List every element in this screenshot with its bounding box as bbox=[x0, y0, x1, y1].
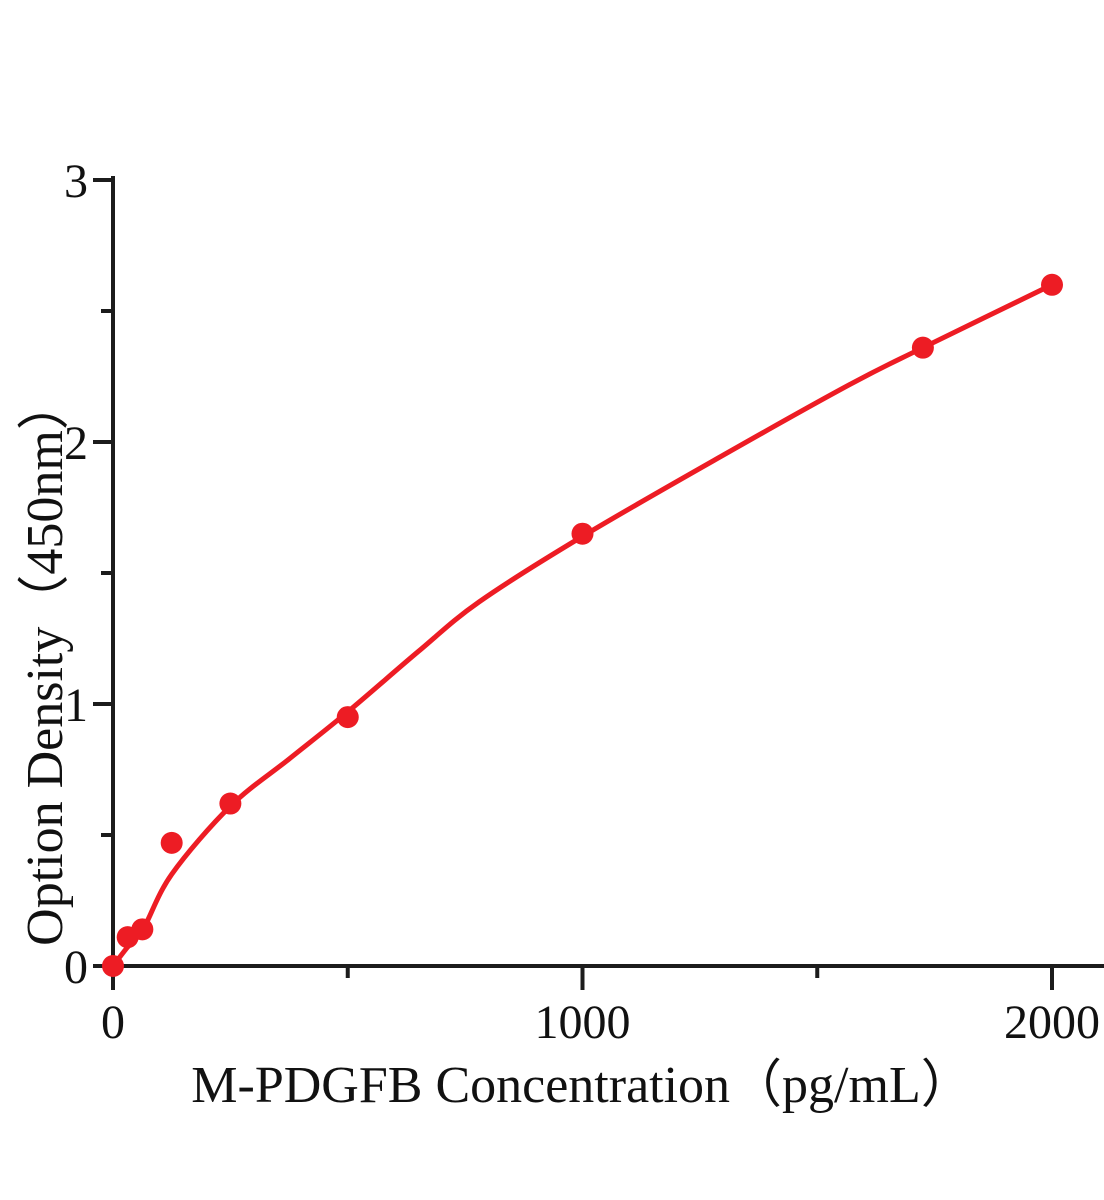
y-axis-title: Option Density（450nm） bbox=[17, 378, 74, 946]
x-tick-label: 0 bbox=[101, 996, 125, 1049]
y-tick-label: 1 bbox=[64, 679, 88, 732]
data-point-marker bbox=[571, 522, 594, 545]
data-point-marker bbox=[219, 792, 242, 815]
y-tick-label: 0 bbox=[64, 941, 88, 994]
y-tick-label: 2 bbox=[64, 417, 88, 470]
y-tick-label: 3 bbox=[64, 155, 88, 208]
data-point-marker bbox=[336, 706, 359, 729]
data-point-marker bbox=[131, 918, 154, 941]
data-point-marker bbox=[911, 336, 934, 359]
x-tick-label: 2000 bbox=[1004, 996, 1100, 1049]
fitted-curve-path bbox=[110, 282, 1055, 969]
data-point-marker bbox=[1041, 273, 1063, 296]
axis-lines bbox=[93, 176, 1104, 988]
x-axis-title: M-PDGFB Concentration（pg/mL） bbox=[191, 1057, 972, 1114]
x-tick-label: 1000 bbox=[535, 996, 631, 1049]
data-point-marker bbox=[102, 955, 124, 977]
axes: 0 1000 2000 0 1 2 3 bbox=[64, 155, 1104, 1049]
plot-series bbox=[102, 273, 1063, 977]
data-point-marker bbox=[160, 831, 183, 854]
